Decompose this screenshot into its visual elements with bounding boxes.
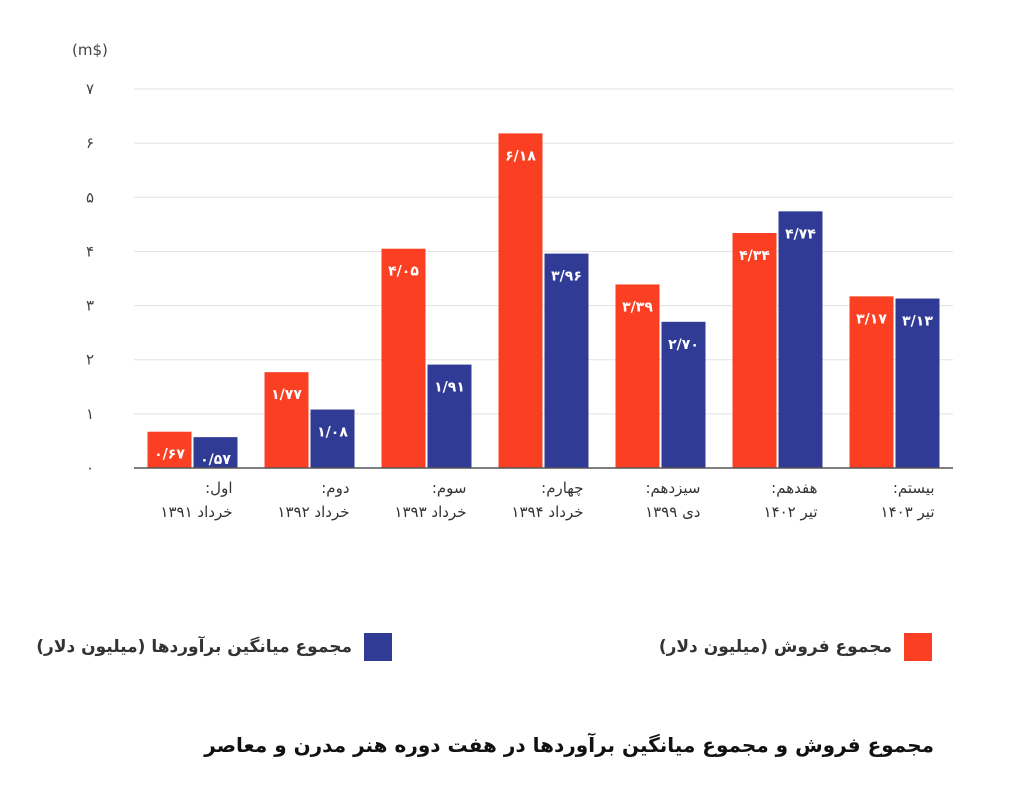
bar-sales [615,284,660,468]
x-category-label: دوم: [321,479,349,497]
bar-estimate [661,321,706,468]
bar-sales [732,233,777,468]
chart-title: مجموع فروش و مجموع میانگین برآوردها در ه… [204,733,934,757]
bar-estimate [895,298,940,468]
x-category-label: خرداد ۱۳۹۱ [160,503,232,521]
bar-estimate [310,409,355,468]
x-category-label: هفدهم: [771,479,817,497]
bar-value-label-sales: ۴/۳۴ [739,248,770,264]
bar-estimate [778,211,823,468]
bar-sales [381,248,426,468]
bar-value-label-estimate: ۰/۵۷ [200,452,231,468]
x-category-label: سوم: [432,479,467,497]
bar-chart: ۰ ۱ ۲ ۳ ۴ ۵ ۶ ۷ (m$) ۰/۶۷ ۰/۵۷ ۱/۷۷ ۱/۰۸ ۴/۰۵ ۱/۹۱ ۶/… [72,41,953,521]
bar-value-label-estimate: ۳/۱۳ [902,314,933,330]
bar-estimate [544,253,589,468]
legend-swatch-sales [904,633,932,661]
bar-value-label-sales: ۰/۶۷ [154,447,185,463]
x-category-label: خرداد ۱۳۹۳ [394,503,466,521]
legend-label-estimates: مجموع میانگین برآوردها (میلیون دلار) [36,637,352,657]
x-category-label: خرداد ۱۳۹۴ [511,503,583,521]
y-tick-label: ۲ [86,351,94,369]
x-category-label: خرداد ۱۳۹۲ [277,503,349,521]
x-category-label: سیزدهم: [646,479,701,497]
bar-value-label-sales: ۶/۱۸ [505,148,536,164]
y-axis-unit-label: (m$) [72,41,108,59]
bar-value-label-estimate: ۱/۰۸ [317,425,348,441]
bar-value-label-estimate: ۱/۹۱ [434,380,465,396]
bar-sales [849,296,894,468]
bar-value-label-sales: ۳/۳۹ [622,299,653,315]
x-category-label: تیر ۱۴۰۲ [764,503,818,521]
grid-lines [134,88,953,415]
x-axis-category-labels: اول: خرداد ۱۳۹۱ دوم: خرداد ۱۳۹۲ سوم: خرداد ۱۳… [160,479,934,521]
x-category-label: چهارم: [541,479,583,497]
legend-item-sales: مجموع فروش (میلیون دلار) [659,633,932,661]
y-tick-label: ۳ [86,297,94,315]
y-axis-ticks: ۰ ۱ ۲ ۳ ۴ ۵ ۶ ۷ [86,80,94,477]
x-category-label: دی ۱۳۹۹ [645,503,700,521]
bar-value-label-sales: ۳/۱۷ [856,311,887,327]
bar-value-label-sales: ۱/۷۷ [271,387,302,403]
bars: ۰/۶۷ ۰/۵۷ ۱/۷۷ ۱/۰۸ ۴/۰۵ ۱/۹۱ ۶/۱۸ ۳/۹۶ ۳/۳۹ ۲/۷۰… [147,133,940,468]
y-tick-label: ۴ [86,242,94,260]
bar-sales [264,372,309,468]
bar-estimate [427,364,472,468]
bar-value-label-sales: ۴/۰۵ [388,264,419,280]
bar-sales [498,133,543,468]
y-tick-label: ۶ [86,134,94,152]
y-tick-label: ۷ [86,80,94,98]
y-tick-label: ۵ [86,188,94,206]
bar-value-label-estimate: ۳/۹۶ [551,269,582,285]
y-tick-label: ۰ [86,459,94,477]
x-category-label: اول: [205,479,232,497]
legend-item-estimates: مجموع میانگین برآوردها (میلیون دلار) [36,633,392,661]
legend-swatch-estimates [364,633,392,661]
x-category-label: تیر ۱۴۰۳ [881,503,935,521]
bar-sales [147,431,192,468]
legend-label-sales: مجموع فروش (میلیون دلار) [658,637,892,657]
y-tick-label: ۱ [86,405,94,423]
bar-value-label-estimate: ۲/۷۰ [668,337,699,353]
bar-value-label-estimate: ۴/۷۴ [785,226,816,242]
bar-estimate [193,437,238,468]
x-category-label: بیستم: [893,479,935,497]
